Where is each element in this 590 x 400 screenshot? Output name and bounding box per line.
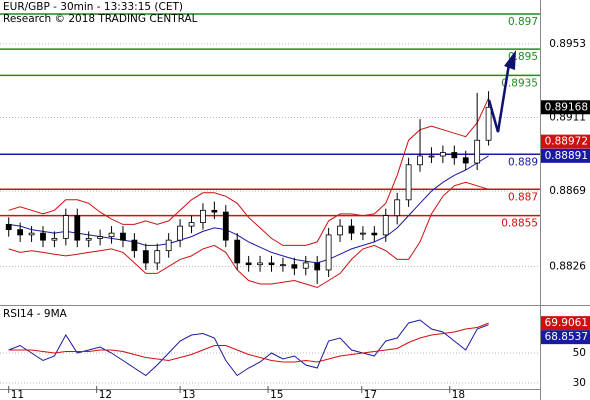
y-tick-label: 0.8826 [549, 260, 586, 272]
line-series [8, 322, 489, 363]
candle-body [382, 215, 389, 236]
y-tick-label: 0.8869 [549, 185, 586, 197]
candle-body [337, 225, 343, 236]
candle-body [142, 250, 149, 264]
candle-body [51, 237, 58, 241]
candle-body [428, 155, 435, 158]
candle-body [485, 106, 492, 141]
candle-body [211, 209, 218, 213]
x-tick-label: 13 [182, 389, 195, 400]
candle-body [222, 211, 229, 241]
candle-body [40, 232, 46, 241]
y-tick-label: 50 [573, 347, 586, 359]
line-series [8, 181, 489, 289]
price-marker-box [541, 330, 590, 345]
price-marker-box [541, 148, 590, 163]
candle-body [5, 223, 12, 231]
candle-body [314, 262, 321, 271]
line-series [8, 319, 489, 377]
level-label: 0.897 [508, 16, 538, 28]
price-marker-label: 0.88891 [545, 150, 588, 162]
candle-body [291, 264, 298, 269]
candle-body [200, 209, 206, 224]
arrow-head [504, 50, 516, 70]
price-marker-box [541, 316, 590, 331]
x-tick-label: 17 [364, 389, 377, 400]
y-tick-label: 0.8911 [549, 111, 586, 123]
candle-body [177, 225, 183, 241]
candle-body [154, 250, 161, 264]
candle-body [245, 262, 252, 266]
y-tick-label: 0.8953 [549, 38, 586, 50]
plot-layer: 0.89530.89110.88690.88260.8970.8950.8935… [0, 13, 590, 400]
candle-body [439, 152, 446, 157]
candle-body [257, 262, 263, 266]
level-label: 0.889 [508, 156, 538, 168]
candle-body [474, 139, 481, 164]
panel-title: RSI14 - 9MA [3, 308, 68, 320]
candle-body [371, 232, 378, 236]
price-marker-label: 68.8537 [545, 331, 588, 343]
candle-body [268, 262, 275, 266]
candle-body [97, 236, 104, 239]
candle-body [188, 222, 195, 227]
chart-title: EUR/GBP - 30min - 13:33:15 (CET) [3, 1, 183, 13]
chart-subtitle: Research © 2018 TRADING CENTRAL [3, 13, 198, 25]
candle-body [325, 234, 332, 271]
candle-body [120, 232, 126, 241]
candle-body [234, 239, 241, 264]
candle-body [17, 229, 24, 236]
candle-body [28, 232, 35, 236]
level-label: 0.8935 [501, 77, 538, 89]
candle-body [131, 239, 138, 252]
level-label: 0.8855 [501, 218, 538, 230]
candle-body [85, 237, 92, 241]
candle-body [74, 215, 81, 241]
candle-body [165, 239, 172, 252]
candle-body [108, 232, 115, 238]
price-marker-box [541, 100, 590, 115]
candle-body [462, 157, 469, 164]
candle-body [405, 164, 412, 201]
candle-body [280, 264, 286, 267]
x-tick-label: 11 [11, 389, 24, 400]
x-tick-label: 15 [270, 389, 283, 400]
candle-body [62, 215, 69, 239]
price-marker-box [541, 134, 590, 149]
candle-body [417, 155, 423, 166]
price-marker-label: 0.89168 [545, 101, 588, 113]
candle-body [348, 225, 355, 234]
price-marker-label: 69.9061 [545, 317, 588, 329]
candle-body [360, 232, 366, 235]
y-tick-label: 30 [573, 377, 586, 389]
price-marker-label: 0.88972 [545, 136, 588, 148]
line-series [8, 97, 490, 246]
x-tick-label: 18 [452, 389, 465, 400]
x-tick-label: 12 [99, 389, 112, 400]
candle-body [302, 262, 309, 269]
level-label: 0.887 [508, 191, 538, 203]
candle-body [394, 199, 401, 217]
projection-arrow [487, 63, 511, 133]
candle-body [451, 152, 458, 159]
